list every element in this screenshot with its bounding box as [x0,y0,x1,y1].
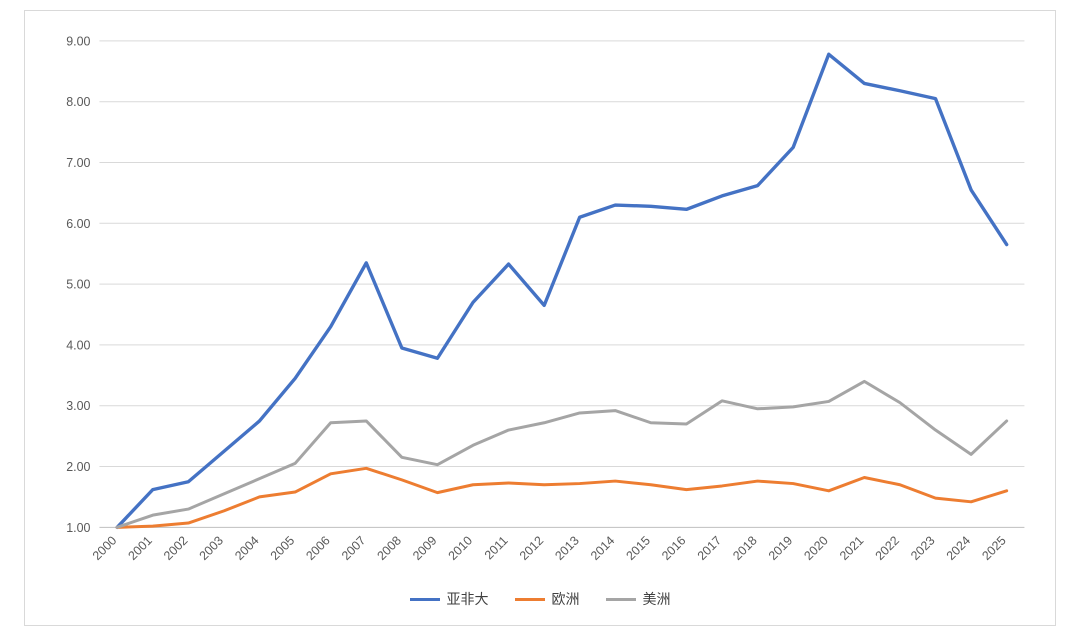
x-axis-tick-label: 2008 [374,533,404,563]
series-line-1 [115,466,1009,529]
x-axis-tick-label: 2013 [552,533,582,563]
x-axis-tick-label: 2020 [801,533,831,563]
x-axis-tick-label: 2022 [873,533,903,563]
x-axis-tick-label: 2002 [161,533,191,563]
y-axis-tick-label: 3.00 [66,399,90,413]
x-axis-tick-label: 2018 [730,533,760,563]
x-axis-tick-label: 2006 [303,533,333,563]
x-axis-tick-label: 2014 [588,533,618,563]
y-axis-tick-label: 7.00 [66,156,90,170]
legend-label: 亚非大 [446,591,489,607]
legend-label: 欧洲 [551,591,580,607]
legend-line-swatch [409,597,440,601]
x-axis-tick-label: 2005 [268,533,298,563]
x-axis-tick-label: 2025 [979,533,1009,563]
x-axis-tick-label: 2024 [944,533,974,563]
line-chart: 1.00 2.00 3.00 4.00 5.00 6.00 7.00 8.00 9.00 2000… [66,34,1025,563]
x-axis-tick-label: 2015 [624,533,654,563]
y-axis-tick-label: 4.00 [66,338,90,352]
x-axis-tick-label: 2021 [837,533,867,563]
series-line-0 [115,52,1009,530]
x-axis-tick-label: 2003 [197,533,227,563]
y-axis-tick-label: 8.00 [66,95,90,109]
x-axis-tick-label: 2023 [908,533,938,563]
x-axis-tick-label: 2019 [766,533,796,563]
x-axis-tick-label: 2011 [482,533,511,562]
y-axis-tick-label: 5.00 [66,278,90,292]
y-axis-tick-label: 6.00 [66,217,90,231]
chart-container: 1.00 2.00 3.00 4.00 5.00 6.00 7.00 8.00 9.00 2000… [24,10,1056,626]
y-axis-tick-label: 9.00 [66,34,90,48]
legend-line-swatch [514,597,545,601]
x-axis-tick-label: 2010 [446,533,476,563]
y-axis-tick-label: 2.00 [66,460,90,474]
legend-item-0: 亚非大 [409,589,489,609]
series-line-2 [115,379,1009,529]
legend-label: 美洲 [642,591,671,607]
x-axis-tick-label: 2000 [90,533,120,563]
x-axis-tick-label: 2012 [517,533,547,563]
legend-line-swatch [605,597,636,601]
x-axis-tick-label: 2007 [339,533,369,563]
chart-legend: 亚非大 欧洲 美洲 [25,589,1055,609]
y-axis-tick-label: 1.00 [66,521,90,535]
x-axis-tick-label: 2017 [695,533,725,563]
x-axis-tick-label: 2001 [125,533,155,563]
x-axis-tick-label: 2009 [410,533,440,563]
x-axis-tick-label: 2016 [659,533,689,563]
legend-item-1: 欧洲 [514,589,580,609]
x-axis-tick-label: 2004 [232,533,262,563]
legend-item-2: 美洲 [605,589,671,609]
